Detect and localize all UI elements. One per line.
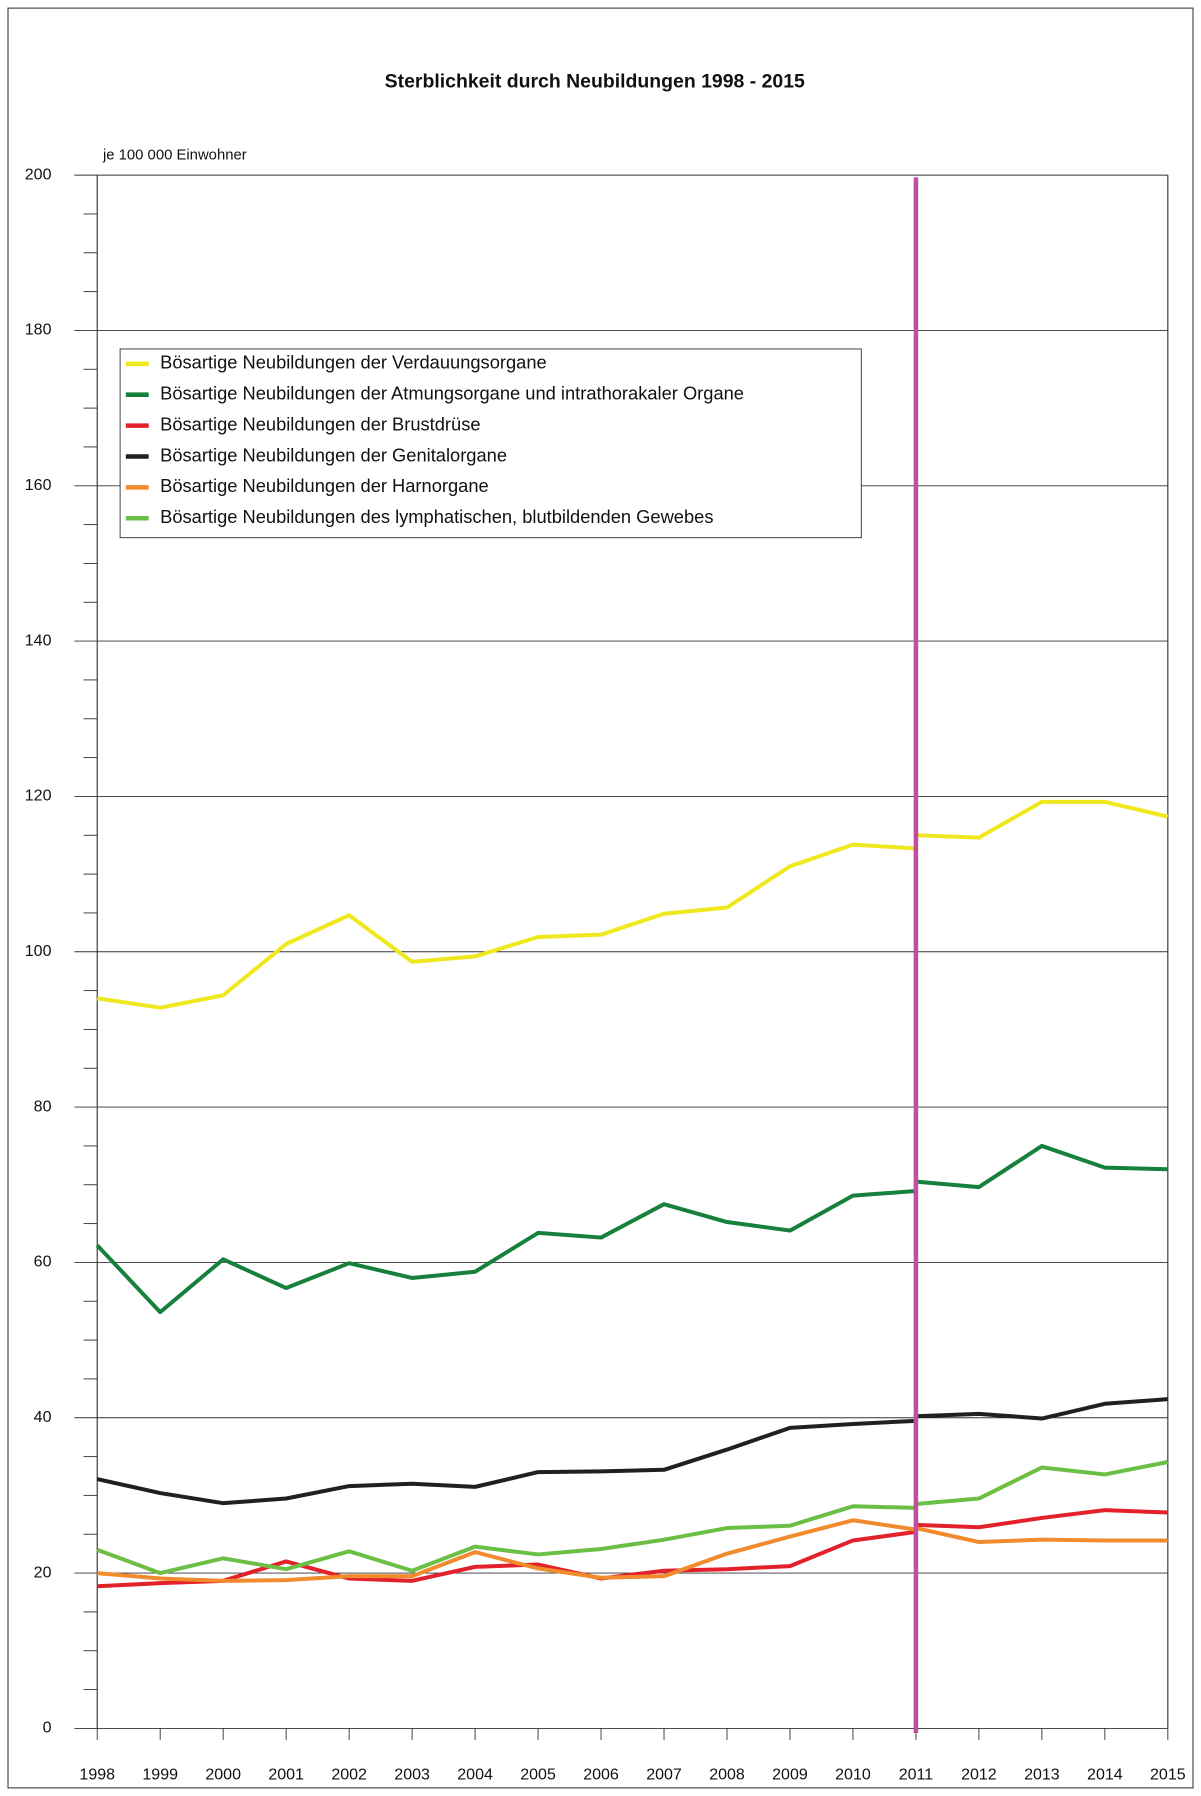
- series-line: [97, 1518, 1168, 1583]
- x-tick-label: 1998: [79, 1767, 115, 1784]
- x-tick-label: 2001: [268, 1767, 304, 1784]
- y-tick-label: 180: [25, 322, 52, 339]
- x-tick-label: 2005: [520, 1767, 556, 1784]
- series-line: [96, 1397, 1168, 1506]
- x-tick-label: 2000: [205, 1767, 241, 1784]
- y-tick-label: 100: [25, 943, 52, 960]
- x-tick-label: 1999: [142, 1767, 178, 1784]
- x-tick-label: 2013: [1024, 1767, 1060, 1784]
- x-tick-label: 2011: [899, 1767, 934, 1784]
- series-line: [95, 1143, 1168, 1315]
- legend-label: Bösartige Neubildungen der Atmungsorgane…: [160, 383, 744, 404]
- series-line: [96, 1460, 1169, 1576]
- x-tick-label: 2012: [961, 1767, 997, 1784]
- x-tick-label: 2002: [331, 1767, 367, 1784]
- y-tick-label: 0: [43, 1720, 52, 1737]
- legend-label: Bösartige Neubildungen der Genitalorgane: [160, 444, 507, 465]
- y-tick-label: 140: [25, 632, 52, 649]
- y-tick-label: 200: [25, 166, 52, 183]
- x-tick-label: 2004: [457, 1767, 493, 1784]
- x-tick-label: 2014: [1087, 1767, 1123, 1784]
- y-tick-label: 120: [25, 788, 52, 805]
- legend-label: Bösartige Neubildungen der Brustdrüse: [160, 413, 480, 434]
- legend-box: [119, 348, 862, 539]
- x-tick-label: 2010: [835, 1767, 871, 1784]
- y-tick-label: 80: [34, 1098, 52, 1115]
- x-tick-label: 2008: [709, 1767, 745, 1784]
- legend-label: Bösartige Neubildungen der Harnorgane: [160, 475, 489, 496]
- series-line: [96, 799, 1169, 1010]
- series-line: [97, 1508, 1168, 1589]
- legend-label: Bösartige Neubildungen der Verdauungsorg…: [160, 352, 547, 373]
- x-tick-label: 2006: [583, 1767, 619, 1784]
- y-axis-label: je 100 000 Einwohner: [102, 148, 247, 164]
- chart-title: Sterblichkeit durch Neubildungen 1998 - …: [385, 71, 805, 93]
- x-tick-label: 2003: [394, 1767, 430, 1784]
- y-tick-label: 160: [25, 477, 52, 494]
- y-tick-label: 20: [34, 1564, 52, 1581]
- x-tick-label: 2007: [646, 1767, 682, 1784]
- legend-label: Bösartige Neubildungen des lymphatischen…: [160, 506, 713, 527]
- x-tick-label: 2009: [772, 1767, 808, 1784]
- y-tick-label: 60: [34, 1254, 52, 1271]
- x-tick-label: 2015: [1150, 1767, 1186, 1784]
- y-tick-label: 40: [34, 1409, 52, 1426]
